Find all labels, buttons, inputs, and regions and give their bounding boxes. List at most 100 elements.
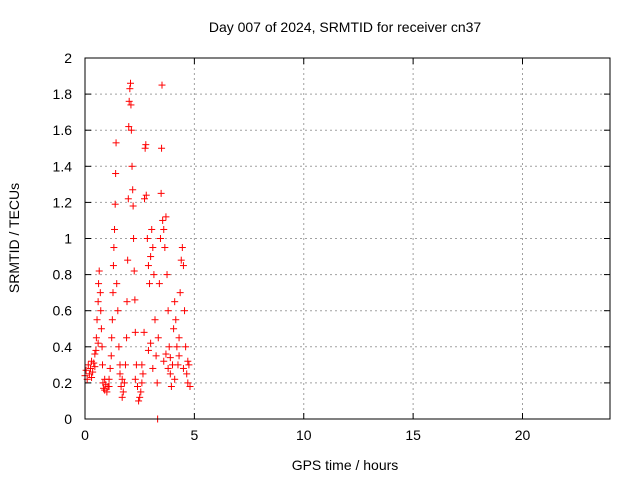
data-point <box>171 375 179 383</box>
data-point <box>109 262 117 270</box>
data-point <box>143 235 151 242</box>
data-point <box>164 307 172 315</box>
data-point <box>118 375 126 383</box>
y-tick-label: 1 <box>64 231 72 247</box>
data-point <box>126 85 134 93</box>
data-point <box>106 364 114 372</box>
data-point <box>160 357 168 365</box>
data-point <box>95 280 103 288</box>
data-points <box>81 79 194 423</box>
data-point <box>179 364 187 372</box>
x-tick-label: 20 <box>515 427 531 443</box>
grid-layer <box>85 58 610 419</box>
y-tick-label: 0.2 <box>53 375 73 391</box>
data-point <box>86 364 94 372</box>
data-point <box>185 361 193 369</box>
data-point <box>130 267 138 275</box>
y-tick-label: 0.6 <box>53 303 73 319</box>
data-point <box>129 186 137 194</box>
data-point <box>127 79 134 87</box>
data-point <box>99 361 106 369</box>
data-point <box>97 307 105 315</box>
data-point <box>166 370 174 378</box>
data-point <box>158 81 166 89</box>
data-point <box>124 256 132 264</box>
data-point <box>131 328 139 336</box>
data-point <box>118 393 126 401</box>
data-point <box>125 123 133 131</box>
data-point <box>96 289 104 297</box>
data-point <box>97 325 105 333</box>
data-point <box>174 361 182 369</box>
y-tick-label: 1.6 <box>53 122 73 138</box>
data-point <box>94 339 102 347</box>
data-point <box>158 144 166 152</box>
data-point <box>94 298 102 306</box>
data-point <box>92 334 100 342</box>
data-point <box>153 379 161 387</box>
x-tick-label: 5 <box>190 427 198 443</box>
data-point <box>119 388 127 396</box>
data-point <box>100 384 108 392</box>
data-point <box>141 144 149 152</box>
data-point <box>155 280 163 288</box>
data-point <box>116 370 124 378</box>
data-point <box>103 388 111 396</box>
data-point <box>146 280 154 288</box>
data-point <box>120 379 128 387</box>
tick-layer: 00.20.40.60.811.21.41.61.820 5 10 15 20 <box>53 50 610 443</box>
data-point <box>163 271 171 279</box>
data-point <box>105 383 113 391</box>
data-point <box>177 256 185 264</box>
y-axis-label: SRMTID / TECUs <box>6 183 22 293</box>
data-point <box>111 200 119 208</box>
data-point <box>117 383 125 391</box>
data-point <box>152 352 160 360</box>
data-point <box>82 366 90 374</box>
data-point <box>149 244 157 252</box>
data-point <box>142 191 150 199</box>
y-tick-label: 0.4 <box>53 339 73 355</box>
data-point <box>99 379 107 387</box>
plot-frame <box>84 57 611 420</box>
data-point <box>88 357 96 365</box>
data-point <box>137 388 145 396</box>
data-point <box>85 370 93 378</box>
data-point <box>178 244 186 252</box>
data-point <box>147 253 155 261</box>
data-point <box>167 383 175 391</box>
data-point <box>134 383 141 391</box>
data-point <box>114 307 122 315</box>
data-point <box>139 370 147 378</box>
data-point <box>150 271 158 279</box>
data-point <box>108 334 116 342</box>
data-point <box>91 363 99 371</box>
data-point <box>136 393 144 401</box>
data-point <box>154 334 162 342</box>
data-point <box>115 343 123 351</box>
data-point <box>124 195 132 203</box>
x-tick-label: 0 <box>81 427 89 443</box>
data-point <box>151 316 159 324</box>
chart-title: Day 007 of 2024, SRMTID for receiver cn3… <box>209 19 482 35</box>
data-point <box>142 141 150 149</box>
data-point <box>127 101 135 109</box>
data-point <box>93 316 101 324</box>
data-point <box>135 397 143 405</box>
y-tick-label: 2 <box>64 50 72 66</box>
x-tick-label: 10 <box>296 427 312 443</box>
data-point <box>149 364 157 372</box>
data-point <box>171 298 179 306</box>
data-point <box>112 139 120 147</box>
data-point <box>123 298 131 306</box>
data-point <box>113 280 121 288</box>
data-point <box>159 216 167 224</box>
data-point <box>144 346 152 354</box>
data-point <box>91 350 99 358</box>
data-point <box>138 379 146 387</box>
y-tick-label: 0.8 <box>53 267 73 283</box>
data-point <box>179 262 187 270</box>
data-point <box>164 364 172 372</box>
x-axis-label: GPS time / hours <box>292 457 399 473</box>
